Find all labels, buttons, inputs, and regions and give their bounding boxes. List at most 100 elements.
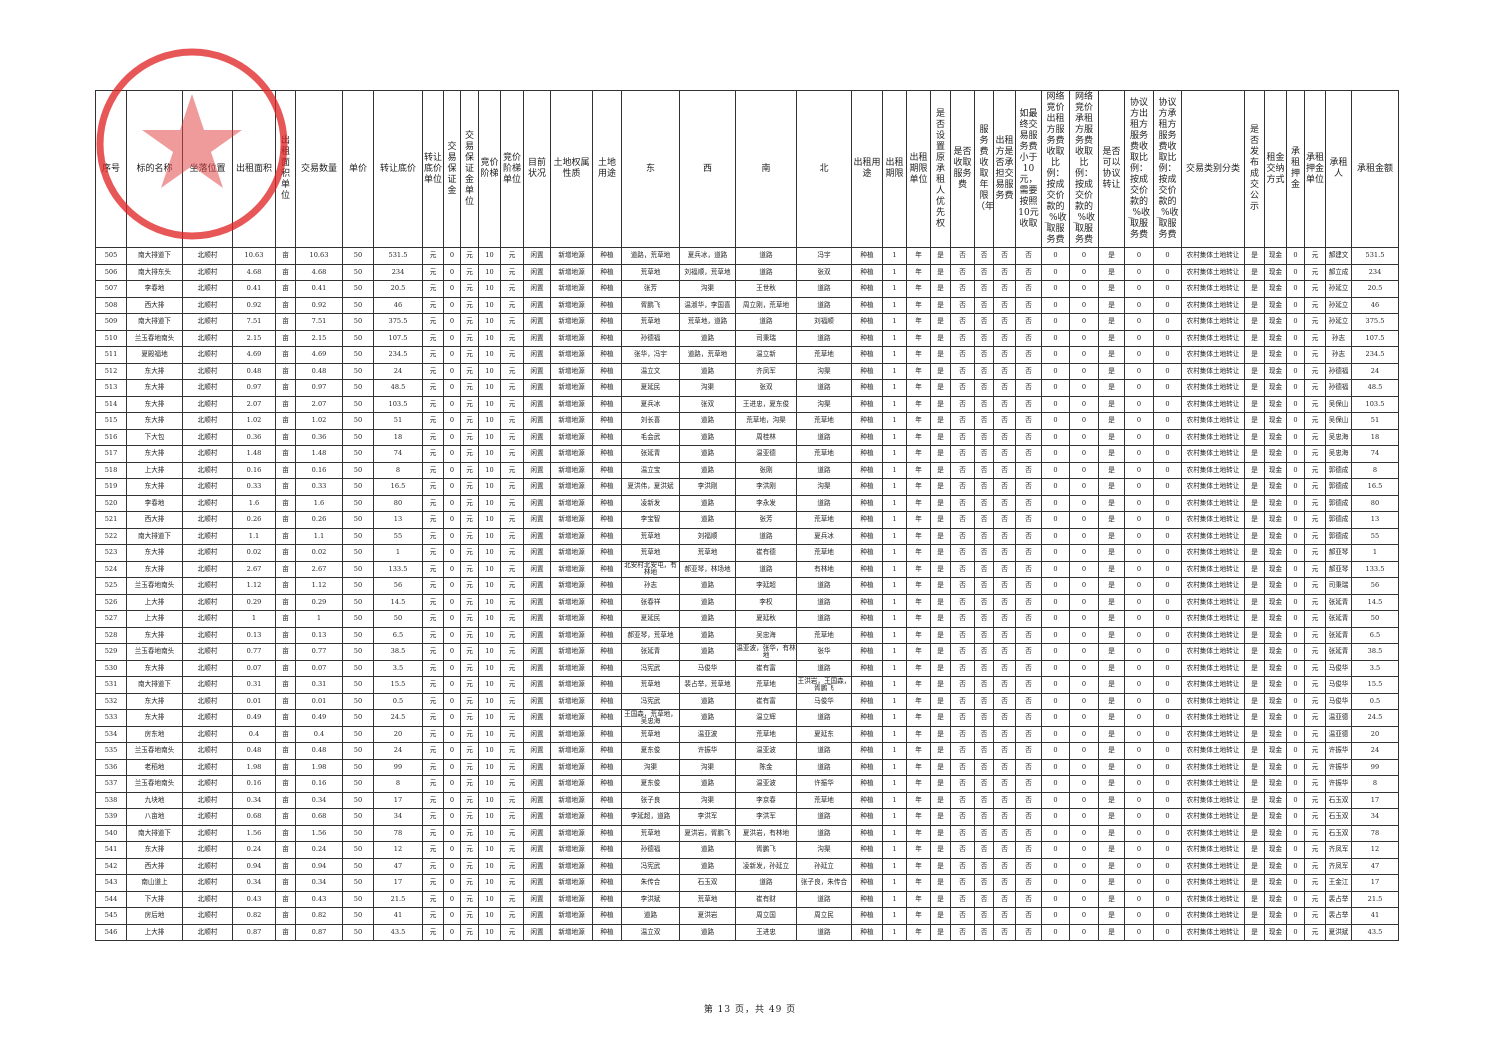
lease-area-cell: 0.13 [232,626,276,644]
deposit-cell: 0 [443,313,461,331]
payment-method-cell: 现金 [1264,775,1287,793]
ownership-cell: 新增地源 [550,824,593,842]
transaction-category-cell: 农村集体土地转让 [1181,346,1245,364]
target-name-cell: 南大排东头 [126,263,183,281]
table-row: 546 上大排 北顺村 0.87 亩 0.87 50 43.5 元 0 元 10 元闲置 新增地源 种植 温立… [95,923,1399,941]
target-name-cell: 南大排道下 [126,527,183,545]
bid-step-cell: 10 [478,395,501,413]
area-unit-cell: 亩 [275,494,296,512]
area-unit-cell: 亩 [275,329,296,347]
deposit-cell: 0 [443,676,461,694]
target-name-cell: 西大排 [126,511,183,529]
table-row: 544 下大排 北顺村 0.43 亩 0.43 50 21.5 元 0 元 10 元闲置 新增地源 种植 李洪… [95,890,1399,908]
base-price-unit-cell: 元 [422,841,444,859]
lessee-cell: 张延青 [1325,643,1352,661]
online-lessee-rate-cell: 0 [1069,626,1099,644]
location-cell: 北顺村 [182,362,233,380]
north-cell: 道路 [796,610,852,628]
bid-step-unit-cell: 元 [500,610,524,628]
base-price-unit-cell: 元 [422,857,444,875]
transaction-category-cell: 农村集体土地转让 [1181,890,1245,908]
table-row: 526 上大排 北顺村 0.29 亩 0.29 50 14.5 元 0 元 10 元闲置 新增地源 种植 张春… [95,593,1399,611]
south-cell: 夏洪岩，有林地 [735,824,797,842]
south-cell: 齐凤军 [735,362,797,380]
lease-deposit-unit-cell: 元 [1304,577,1326,595]
online-lessee-rate-cell: 0 [1069,775,1099,793]
south-cell: 李永发 [735,494,797,512]
lease-area-cell: 0.31 [232,676,276,694]
land-lease-table: 序号 标的名称 坐落位置 出租面积 出租面积单位 交易数量 单价 转让底价 转让底价单位 交易保证… [95,90,1399,941]
payment-method-cell: 现金 [1264,841,1287,859]
base-price-unit-cell: 元 [422,560,444,578]
target-name-cell: 东大排 [126,362,183,380]
target-name-cell: 李春地 [126,494,183,512]
lease-use-cell: 种植 [851,494,883,512]
column-header: 序号 [95,90,127,248]
lease-deposit-unit-cell: 元 [1304,313,1326,331]
payment-method-cell: 现金 [1264,593,1287,611]
lessee-cell: 孙延立 [1325,313,1352,331]
lease-area-cell: 0.43 [232,890,276,908]
base-price-cell: 38.5 [373,643,423,661]
agreement-lessor-rate-cell: 0 [1124,362,1154,380]
quantity-cell: 4.69 [295,346,343,364]
target-name-cell: 东大排 [126,626,183,644]
min-fee-rule-cell: 否 [1015,907,1042,925]
online-lessee-rate-cell: 0 [1069,907,1099,925]
agreement-transfer-cell: 是 [1098,313,1125,331]
lease-term-cell: 1 [882,610,907,628]
lease-term-cell: 1 [882,313,907,331]
payment-method-cell: 现金 [1264,478,1287,496]
agreement-lessor-rate-cell: 0 [1124,494,1154,512]
area-unit-cell: 亩 [275,263,296,281]
column-header: 协议方承租方服务费收取比例：按成交价款的_%收取服务费 [1153,90,1182,248]
status-cell: 闲置 [523,296,551,314]
status-cell: 闲置 [523,412,551,430]
quantity-cell: 4.68 [295,263,343,281]
column-header: 交易类别分类 [1181,90,1245,248]
lease-deposit-unit-cell: 元 [1304,643,1326,661]
south-cell: 崔有富 [735,692,797,710]
column-header: 是否收取服务费 [950,90,975,248]
bid-step-cell: 10 [478,907,501,925]
agreement-transfer-cell: 是 [1098,758,1125,776]
min-fee-rule-cell: 否 [1015,296,1042,314]
west-cell: 道路 [679,461,736,479]
unit-price-cell: 50 [342,329,374,347]
lessor-bears-fee-cell: 否 [993,643,1016,661]
deposit-cell: 0 [443,725,461,743]
lease-deposit-unit-cell: 元 [1304,742,1326,760]
deposit-cell: 0 [443,659,461,677]
lease-deposit-cell: 0 [1286,857,1305,875]
fee-years-cell: 否 [974,923,994,941]
agreement-lessee-rate-cell: 0 [1153,791,1182,809]
column-header: 出租方是否承担交易服务费 [993,90,1016,248]
lessee-cell: 吴忠海 [1325,428,1352,446]
area-unit-cell: 亩 [275,775,296,793]
column-header: 网络竞价出租方服务费收取比例：按成交价款的_%收取服务费 [1041,90,1070,248]
online-lessor-rate-cell: 0 [1041,659,1070,677]
west-cell: 道路 [679,445,736,463]
lease-term-cell: 1 [882,511,907,529]
quantity-cell: 1.1 [295,527,343,545]
location-cell: 北顺村 [182,874,233,892]
fee-years-cell: 否 [974,643,994,661]
payment-method-cell: 现金 [1264,412,1287,430]
agreement-transfer-cell: 是 [1098,659,1125,677]
bid-step-unit-cell: 元 [500,313,524,331]
bid-step-cell: 10 [478,841,501,859]
payment-method-cell: 现金 [1264,824,1287,842]
location-cell: 北顺村 [182,544,233,562]
lease-area-cell: 0.77 [232,643,276,661]
lease-use-cell: 种植 [851,857,883,875]
publish-result-cell: 是 [1244,907,1265,925]
term-unit-cell: 年 [906,478,931,496]
fee-years-cell: 否 [974,593,994,611]
seq-cell: 538 [95,791,127,809]
agreement-lessor-rate-cell: 0 [1124,709,1154,727]
term-unit-cell: 年 [906,445,931,463]
priority-right-cell: 是 [930,313,951,331]
table-header-row: 序号 标的名称 坐落位置 出租面积 出租面积单位 交易数量 单价 转让底价 转让底价单位 交易保证… [95,90,1399,248]
lease-deposit-unit-cell: 元 [1304,692,1326,710]
bid-step-cell: 10 [478,527,501,545]
